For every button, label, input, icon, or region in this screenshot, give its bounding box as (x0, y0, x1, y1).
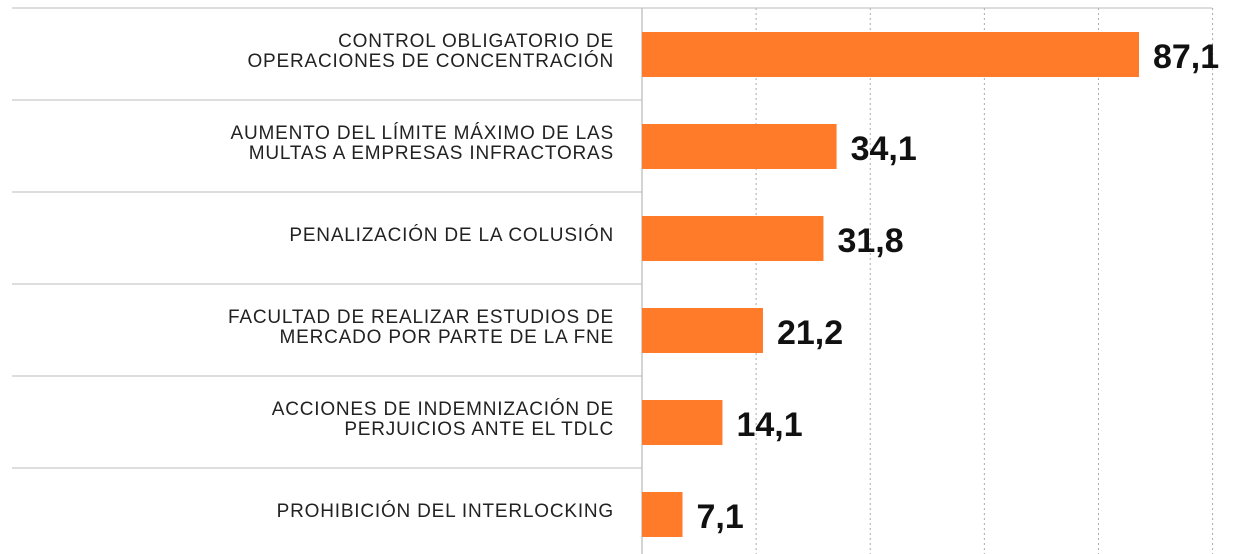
category-label: AUMENTO DEL LÍMITE MÁXIMO DE LAS MULTAS … (230, 123, 614, 164)
value-label: 87,1 (1153, 38, 1219, 76)
bar (642, 124, 837, 169)
bar (642, 492, 683, 537)
value-label: 31,8 (837, 222, 903, 260)
category-label: PENALIZACIÓN DE LA COLUSIÓN (289, 225, 614, 246)
value-label: 21,2 (777, 314, 843, 352)
bar (642, 32, 1139, 77)
bar (642, 216, 824, 261)
category-label: CONTROL OBLIGATORIO DE OPERACIONES DE CO… (247, 31, 614, 72)
value-label: 14,1 (736, 406, 802, 444)
value-label: 7,1 (697, 498, 744, 536)
bar (642, 400, 723, 445)
value-label: 34,1 (851, 130, 917, 168)
bar (642, 308, 763, 353)
category-label: PROHIBICIÓN DEL INTERLOCKING (276, 501, 614, 522)
category-label: ACCIONES DE INDEMNIZACIÓN DE PERJUICIOS … (271, 399, 614, 440)
category-label: FACULTAD DE REALIZAR ESTUDIOS DE MERCADO… (228, 307, 614, 348)
